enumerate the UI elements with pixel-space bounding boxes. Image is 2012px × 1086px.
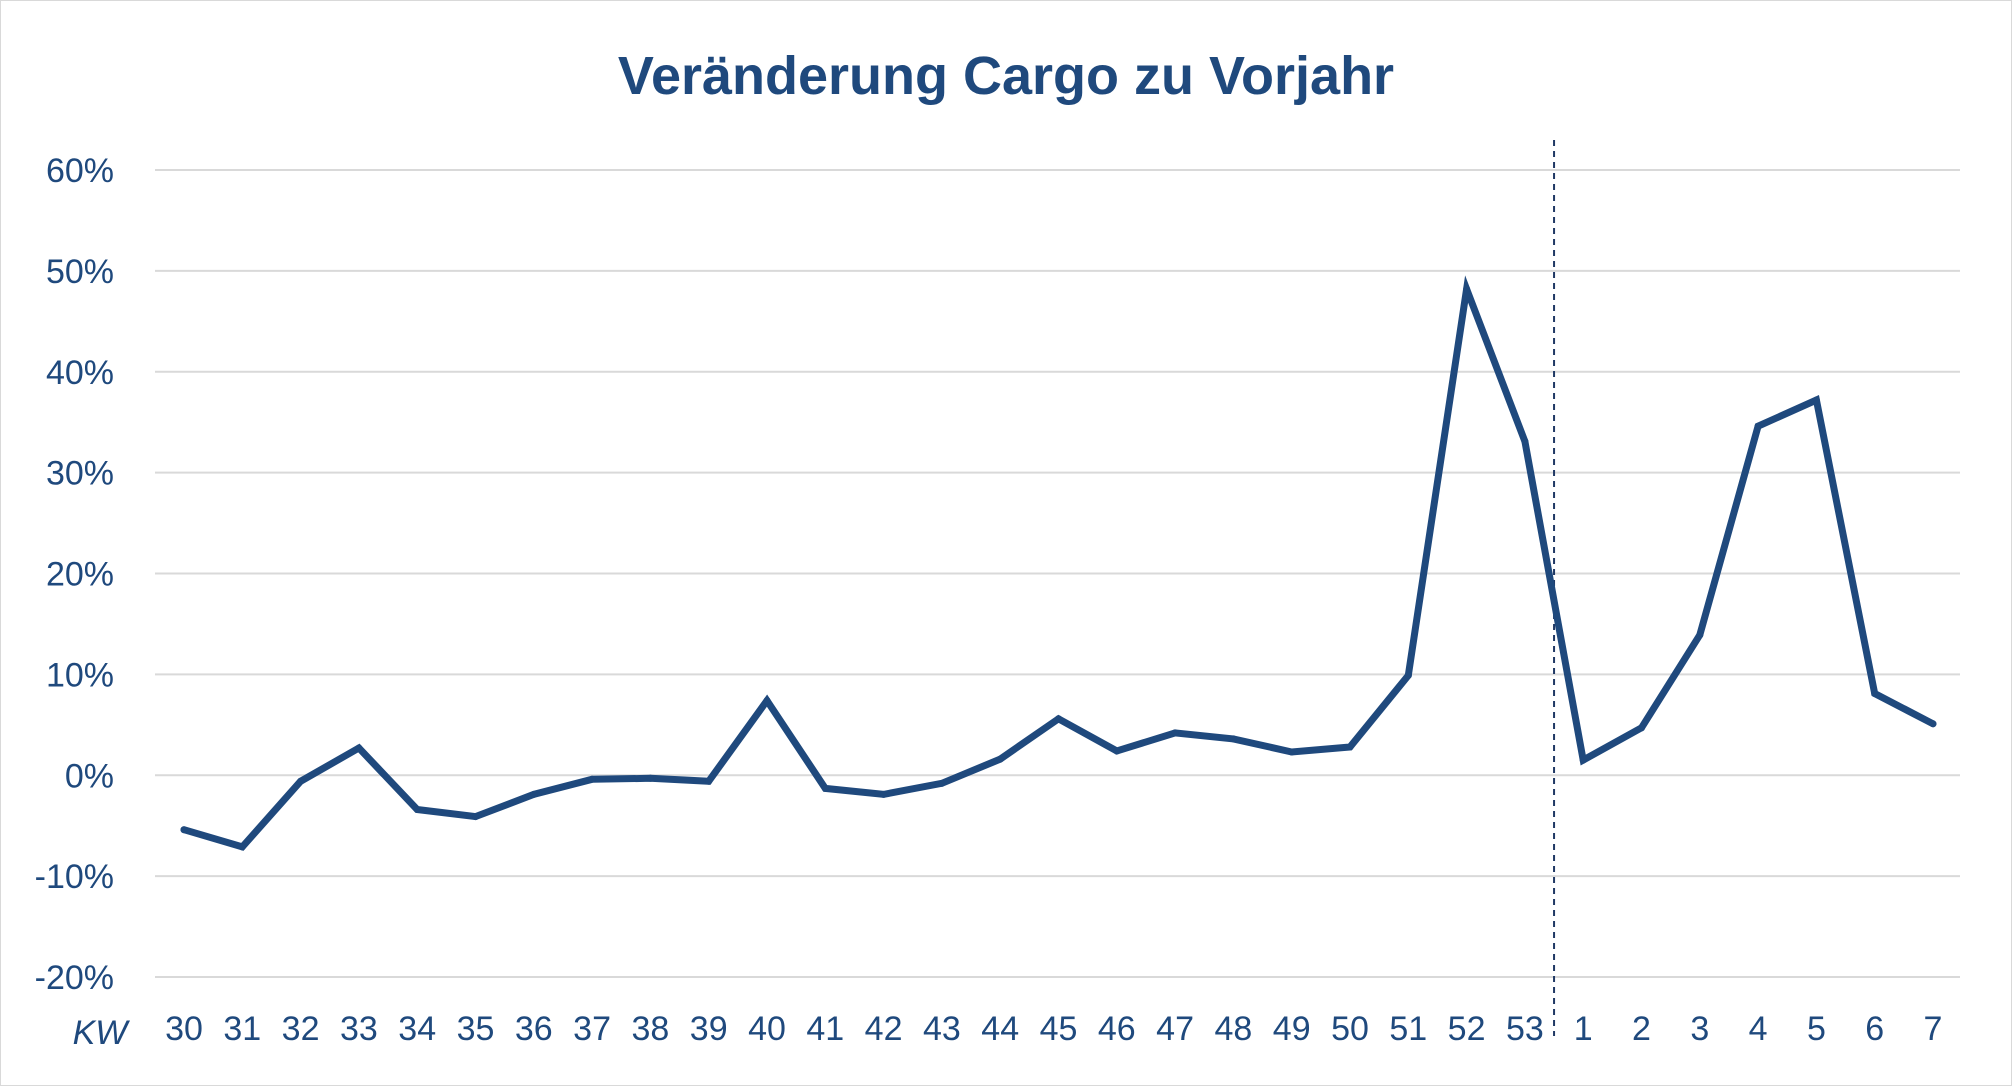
x-tick-label: 37: [573, 1010, 611, 1048]
x-tick-label: 36: [515, 1010, 553, 1048]
x-tick-label: 47: [1156, 1010, 1194, 1048]
data-point: [355, 744, 363, 752]
x-tick-label: 30: [165, 1010, 203, 1048]
x-tick-label: 46: [1098, 1010, 1136, 1048]
data-point: [1871, 690, 1879, 698]
data-point: [1171, 729, 1179, 737]
x-tick-label: 41: [806, 1010, 844, 1048]
data-point: [763, 697, 771, 705]
data-point: [1463, 285, 1471, 293]
x-tick-label: 40: [748, 1010, 786, 1048]
data-point: [1696, 631, 1704, 639]
data-point: [1346, 743, 1354, 751]
x-tick-label: 7: [1924, 1010, 1943, 1048]
data-point: [1812, 396, 1820, 404]
data-point: [1521, 437, 1529, 445]
y-tick-label: 10%: [46, 656, 114, 694]
data-point: [705, 777, 713, 785]
data-point: [472, 813, 479, 821]
data-point: [1754, 422, 1762, 430]
x-tick-label: 33: [340, 1010, 378, 1048]
x-tick-label: 52: [1448, 1010, 1486, 1048]
x-tick-label: 31: [223, 1010, 261, 1048]
x-tick-label: 39: [690, 1010, 728, 1048]
x-tick-label: 48: [1214, 1010, 1252, 1048]
data-point: [1929, 720, 1937, 728]
data-point: [1404, 671, 1412, 679]
data-point: [1638, 724, 1645, 732]
data-point: [1055, 715, 1062, 723]
x-tick-label: 1: [1574, 1010, 1593, 1048]
y-tick-label: 0%: [65, 757, 114, 795]
data-point: [238, 843, 246, 851]
series-layer: [180, 275, 1937, 851]
x-tick-label: 44: [981, 1010, 1019, 1048]
x-tick-label: 51: [1389, 1010, 1427, 1048]
data-point: [413, 806, 421, 814]
y-tick-label: -10%: [35, 858, 114, 896]
y-tick-label: 30%: [46, 455, 114, 493]
x-tick-label: 35: [457, 1010, 495, 1048]
x-tick-label: 34: [398, 1010, 436, 1048]
x-tick-label: 5: [1807, 1010, 1826, 1048]
data-point: [1113, 747, 1121, 755]
gridlines: [155, 169, 1960, 978]
x-axis-label: KW: [73, 1014, 131, 1052]
y-tick-label: 60%: [46, 152, 114, 190]
x-tick-label: 6: [1865, 1010, 1884, 1048]
y-tick-label: -20%: [35, 959, 114, 997]
x-tick-label: 32: [282, 1010, 320, 1048]
y-tick-label: 50%: [46, 253, 114, 291]
data-point: [646, 774, 654, 782]
x-tick-label: 50: [1331, 1010, 1369, 1048]
x-tick-label: 3: [1690, 1010, 1709, 1048]
data-point: [180, 826, 188, 834]
data-point: [588, 775, 596, 783]
y-tick-label: 20%: [46, 556, 114, 594]
x-tick-label: 45: [1040, 1010, 1078, 1048]
data-point: [821, 784, 829, 792]
x-tick-label: 38: [631, 1010, 669, 1048]
data-point: [297, 777, 305, 785]
data-point: [1288, 748, 1296, 756]
data-point: [1229, 735, 1237, 743]
chart-title: Veränderung Cargo zu Vorjahr: [618, 46, 1394, 106]
x-tick-label: 42: [865, 1010, 903, 1048]
x-axis-tick-labels: 30 31 32 33 34 35 36 37 38 39 40 41 42 43 44 45 46 47 48 49…: [165, 1010, 1942, 1048]
y-tick-label: 40%: [46, 354, 114, 392]
x-tick-label: 43: [923, 1010, 961, 1048]
y-axis-tick-labels: -20% -10% 0% 10% 20% 30% 40% 50% 60%: [35, 152, 114, 997]
data-point: [880, 790, 888, 798]
x-tick-label: 2: [1632, 1010, 1651, 1048]
data-point: [1579, 756, 1587, 764]
data-point: [530, 790, 538, 798]
x-tick-label: 4: [1749, 1010, 1768, 1048]
data-point: [996, 755, 1004, 763]
x-tick-label: 53: [1506, 1010, 1544, 1048]
x-tick-label: 49: [1273, 1010, 1311, 1048]
data-point: [938, 779, 946, 787]
